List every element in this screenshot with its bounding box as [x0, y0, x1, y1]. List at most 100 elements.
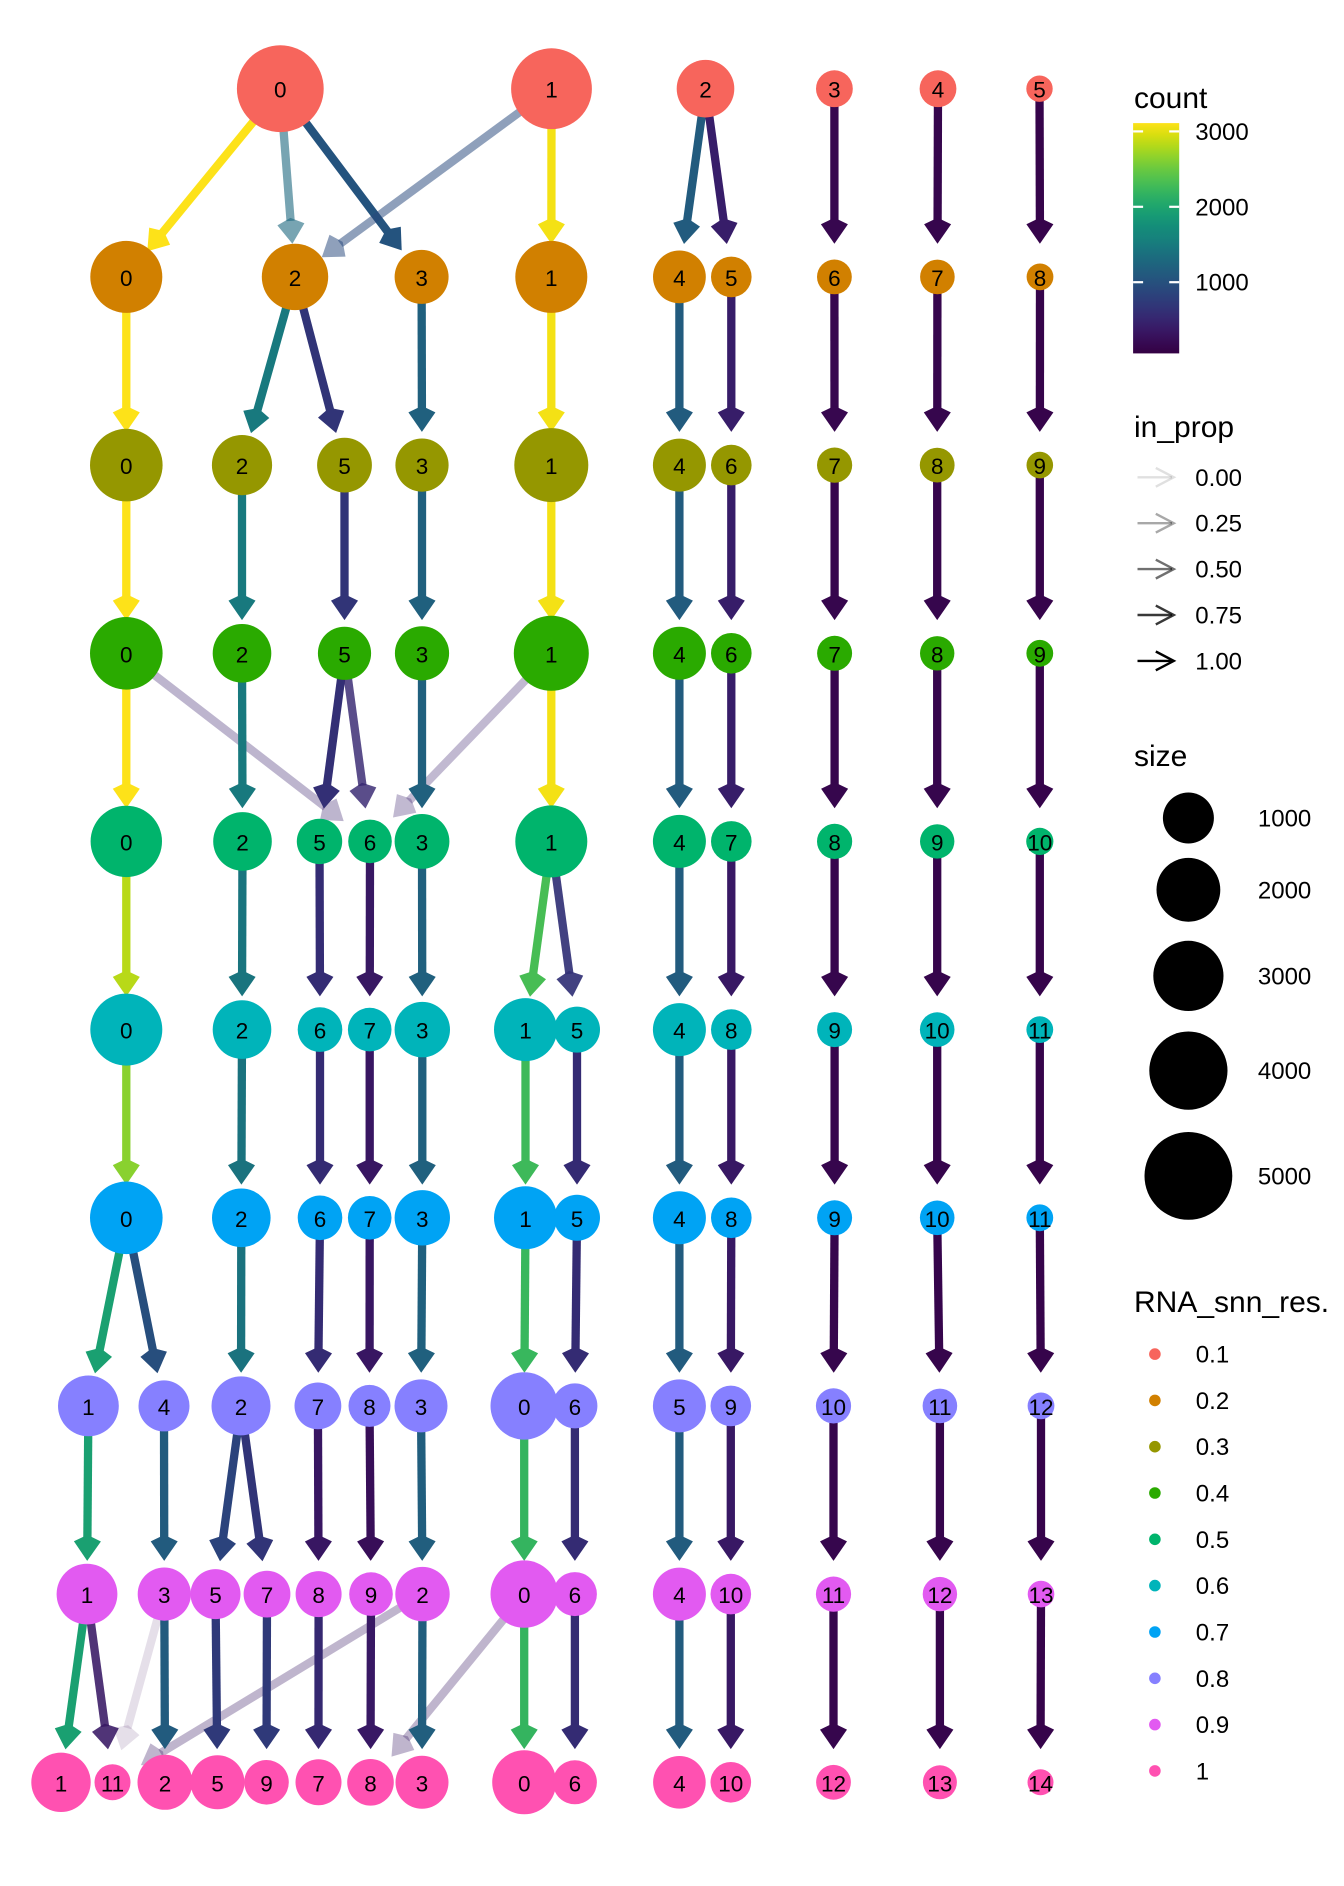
svg-text:6: 6 [569, 1771, 582, 1796]
svg-text:1: 1 [519, 1207, 532, 1232]
svg-text:3000: 3000 [1195, 119, 1248, 146]
svg-text:0: 0 [120, 1207, 133, 1232]
svg-text:9: 9 [1034, 642, 1047, 667]
svg-text:9: 9 [260, 1771, 273, 1796]
svg-text:7: 7 [312, 1771, 325, 1796]
svg-text:1.00: 1.00 [1195, 648, 1242, 675]
svg-text:9: 9 [828, 1207, 841, 1232]
svg-text:5: 5 [338, 454, 351, 479]
svg-text:4: 4 [673, 830, 686, 855]
svg-text:3: 3 [828, 78, 841, 103]
svg-text:1: 1 [82, 1395, 95, 1420]
svg-text:1: 1 [519, 1019, 532, 1044]
svg-text:0.50: 0.50 [1195, 557, 1242, 584]
svg-text:5: 5 [571, 1207, 584, 1232]
svg-text:4: 4 [673, 1771, 686, 1796]
svg-text:0.3: 0.3 [1196, 1434, 1229, 1461]
svg-text:10: 10 [718, 1771, 743, 1796]
svg-text:0: 0 [518, 1395, 531, 1420]
svg-text:1000: 1000 [1258, 806, 1311, 833]
svg-text:7: 7 [828, 642, 841, 667]
svg-text:0.1: 0.1 [1196, 1342, 1229, 1369]
svg-text:1: 1 [81, 1583, 94, 1608]
svg-text:0: 0 [120, 642, 133, 667]
svg-text:8: 8 [828, 830, 841, 855]
svg-text:5: 5 [571, 1019, 584, 1044]
svg-text:2: 2 [236, 454, 249, 479]
svg-text:5: 5 [673, 1395, 686, 1420]
svg-text:10: 10 [925, 1019, 950, 1044]
svg-text:14: 14 [1028, 1771, 1053, 1796]
svg-text:0: 0 [120, 1019, 133, 1044]
svg-text:5: 5 [313, 830, 326, 855]
svg-text:7: 7 [312, 1395, 325, 1420]
svg-text:3: 3 [416, 454, 429, 479]
svg-text:4: 4 [673, 642, 686, 667]
svg-text:7: 7 [725, 830, 738, 855]
svg-text:2000: 2000 [1258, 877, 1311, 904]
svg-text:0.6: 0.6 [1196, 1573, 1229, 1600]
svg-text:3: 3 [415, 266, 428, 291]
svg-text:2: 2 [236, 830, 249, 855]
svg-text:8: 8 [725, 1019, 738, 1044]
svg-text:8: 8 [931, 454, 944, 479]
svg-text:2: 2 [159, 1771, 172, 1796]
svg-text:count: count [1134, 82, 1208, 115]
svg-text:7: 7 [363, 1019, 376, 1044]
svg-text:0.2: 0.2 [1196, 1388, 1229, 1415]
svg-text:6: 6 [828, 266, 841, 291]
svg-text:5: 5 [725, 266, 738, 291]
svg-text:0: 0 [518, 1583, 531, 1608]
svg-text:1: 1 [545, 642, 558, 667]
svg-text:4: 4 [158, 1395, 171, 1420]
svg-text:12: 12 [927, 1583, 952, 1608]
svg-text:1: 1 [545, 454, 558, 479]
svg-text:9: 9 [931, 830, 944, 855]
svg-text:7: 7 [828, 454, 841, 479]
svg-text:3: 3 [416, 642, 429, 667]
svg-text:9: 9 [725, 1395, 738, 1420]
svg-text:7: 7 [261, 1583, 274, 1608]
svg-text:4: 4 [673, 454, 686, 479]
svg-text:6: 6 [314, 1019, 327, 1044]
svg-text:4: 4 [932, 78, 945, 103]
svg-text:10: 10 [718, 1583, 743, 1608]
svg-text:0: 0 [120, 454, 133, 479]
svg-text:3000: 3000 [1258, 963, 1311, 990]
svg-text:12: 12 [1028, 1395, 1053, 1420]
svg-text:11: 11 [928, 1395, 951, 1420]
svg-text:2: 2 [235, 1207, 248, 1232]
svg-text:RNA_snn_res.: RNA_snn_res. [1134, 1286, 1329, 1319]
svg-text:4000: 4000 [1258, 1058, 1311, 1085]
svg-text:9: 9 [1034, 454, 1047, 479]
svg-text:4: 4 [673, 1019, 686, 1044]
svg-text:6: 6 [569, 1395, 582, 1420]
svg-text:10: 10 [1027, 830, 1052, 855]
svg-text:7: 7 [363, 1207, 376, 1232]
svg-text:8: 8 [364, 1771, 377, 1796]
svg-text:1: 1 [545, 78, 558, 103]
svg-text:0.25: 0.25 [1195, 511, 1242, 538]
svg-text:11: 11 [1028, 1207, 1051, 1232]
svg-text:5: 5 [338, 642, 351, 667]
svg-text:5: 5 [209, 1583, 222, 1608]
svg-text:10: 10 [925, 1207, 950, 1232]
svg-text:1000: 1000 [1195, 270, 1248, 297]
svg-text:3: 3 [415, 1395, 428, 1420]
svg-text:2: 2 [235, 1395, 248, 1420]
svg-text:size: size [1134, 740, 1187, 773]
svg-text:8: 8 [1034, 266, 1047, 291]
svg-text:6: 6 [725, 642, 738, 667]
svg-text:0.8: 0.8 [1196, 1666, 1229, 1693]
svg-text:in_prop: in_prop [1134, 411, 1234, 444]
svg-text:0.7: 0.7 [1196, 1620, 1229, 1647]
svg-text:6: 6 [314, 1207, 327, 1232]
svg-text:0.00: 0.00 [1195, 465, 1242, 492]
svg-text:2: 2 [289, 266, 302, 291]
svg-text:11: 11 [822, 1583, 845, 1608]
svg-text:6: 6 [569, 1583, 582, 1608]
svg-text:8: 8 [363, 1395, 376, 1420]
svg-text:2: 2 [699, 78, 712, 103]
svg-text:0: 0 [274, 78, 287, 103]
svg-text:9: 9 [365, 1583, 378, 1608]
